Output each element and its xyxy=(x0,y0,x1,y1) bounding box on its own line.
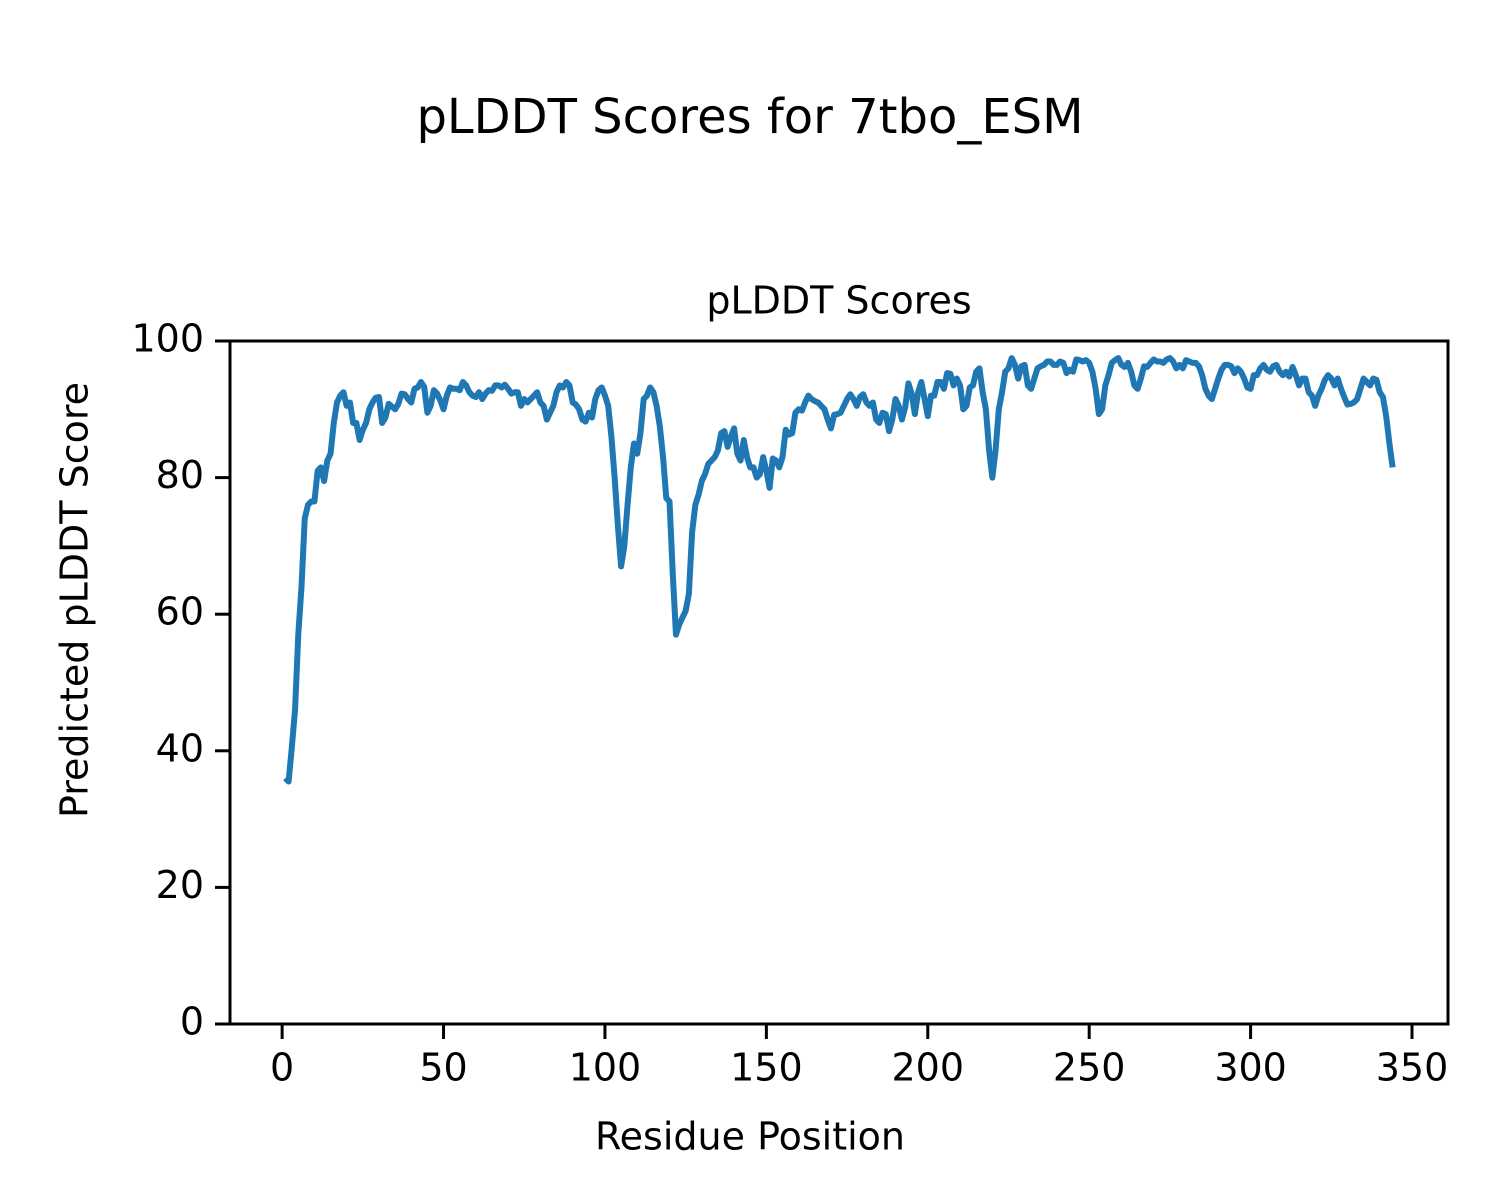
y-tick-label: 20 xyxy=(156,863,204,907)
y-tick-label: 80 xyxy=(156,453,204,497)
x-tick-label: 0 xyxy=(270,1046,294,1090)
line-series xyxy=(283,355,1396,785)
x-tick-label: 300 xyxy=(1214,1046,1287,1090)
x-tick-label: 250 xyxy=(1053,1046,1126,1090)
y-tick-label: 40 xyxy=(156,726,204,770)
y-tick-label: 60 xyxy=(156,590,204,634)
x-tick-label: 100 xyxy=(569,1046,642,1090)
plot-frame xyxy=(228,339,1450,1026)
x-tick-label: 50 xyxy=(419,1046,467,1090)
x-tick-label: 150 xyxy=(730,1046,803,1090)
x-tick-label: 200 xyxy=(892,1046,965,1090)
x-axis-label: Residue Position xyxy=(595,1115,905,1159)
y-tick-label: 0 xyxy=(180,1000,204,1044)
y-axis-label: Predicted pLDDT Score xyxy=(53,382,97,818)
y-tick-label: 100 xyxy=(131,317,204,361)
figure-title: pLDDT Scores for 7tbo_ESM xyxy=(416,89,1083,145)
x-tick-label: 350 xyxy=(1376,1046,1449,1090)
axes-title: pLDDT Scores xyxy=(706,279,971,323)
